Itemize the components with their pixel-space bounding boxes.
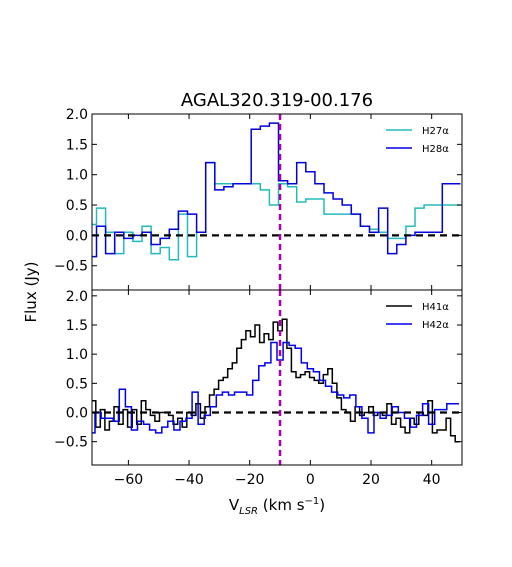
x-axis-label: VLSR (km s−1) (229, 496, 325, 517)
plot-area-top (92, 114, 462, 290)
series-line-bottom-1 (92, 341, 459, 434)
series-line-top-1 (92, 122, 461, 258)
y-axis-label: Flux (Jy) (22, 262, 40, 323)
x-tick-label-5: 40 (423, 472, 441, 488)
x-tick-label-3: 0 (306, 472, 315, 488)
panel-bottom: −0.5 0.0 0.5 1.0 1.5 2.0 −60 −40 −20 0 20 40 H41α H42… (54, 289, 463, 488)
axes-frame-top (91, 113, 463, 291)
y-tick-label-bottom-5: 2.0 (66, 289, 88, 305)
legend-label-top-0: H27α (422, 126, 449, 137)
y-tick-label-top-5: 2.0 (66, 107, 88, 123)
y-tick-label-bottom-4: 1.5 (66, 318, 88, 334)
y-tick-label-bottom-1: 0.0 (66, 406, 88, 422)
x-axis-label-close: ) (319, 496, 325, 514)
y-tick-label-top-3: 1.0 (66, 168, 88, 184)
x-axis-label-main: V (229, 496, 240, 514)
y-tick-label-bottom-3: 1.0 (66, 347, 88, 363)
chart-title: AGAL320.319-00.176 (181, 90, 373, 111)
x-tick-label-2: −20 (235, 472, 265, 488)
x-axis-label-exp: −1 (305, 496, 320, 507)
y-tick-label-bottom-0: −0.5 (54, 435, 88, 451)
legend-label-bottom-1: H42α (422, 320, 449, 331)
y-tick-label-top-1: 0.0 (66, 228, 88, 244)
plot-area-bottom (92, 290, 462, 465)
y-tick-label-top-0: −0.5 (54, 259, 88, 275)
legend-label-top-1: H28α (422, 144, 449, 155)
panel-top: −0.5 0.0 0.5 1.0 1.5 2.0 H27α H28α (54, 107, 463, 291)
legend-label-bottom-0: H41α (422, 302, 449, 313)
x-axis-label-unit: (km s (263, 496, 305, 514)
y-tick-label-top-2: 0.5 (66, 198, 88, 214)
x-tick-label-4: 20 (362, 472, 380, 488)
series-line-bottom-0 (92, 318, 460, 443)
axes-frame-bottom (91, 289, 463, 466)
x-axis-label-sub: LSR (239, 506, 258, 517)
x-tick-label-1: −40 (174, 472, 204, 488)
y-tick-label-bottom-2: 0.5 (66, 376, 88, 392)
x-tick-label-0: −60 (114, 472, 144, 488)
y-tick-label-top-4: 1.5 (66, 137, 88, 153)
